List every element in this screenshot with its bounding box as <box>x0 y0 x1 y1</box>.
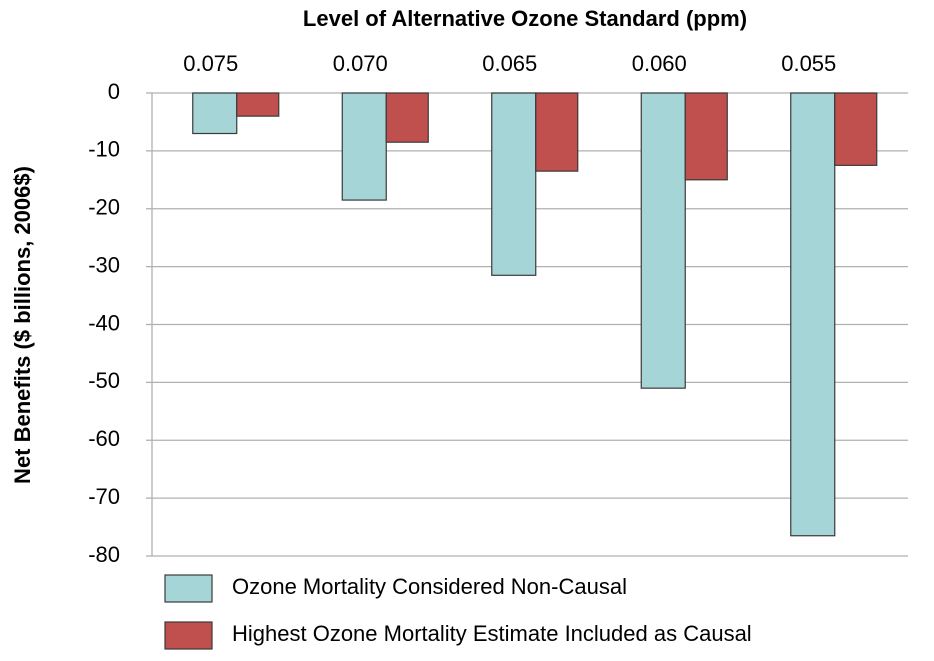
bar <box>535 92 579 172</box>
x-tick-label: 0.055 <box>781 51 836 76</box>
bar <box>236 92 280 117</box>
bar <box>341 92 387 201</box>
legend-swatch <box>164 621 213 650</box>
y-axis-label: Net Benefits ($ billions, 2006$) <box>10 166 35 484</box>
y-tick-label: -70 <box>88 484 120 509</box>
x-tick-label: 0.065 <box>482 51 537 76</box>
y-tick-label: -10 <box>88 137 120 162</box>
y-tick-label: -40 <box>88 310 120 335</box>
legend-label: Highest Ozone Mortality Estimate Include… <box>232 621 752 646</box>
y-tick-label: -30 <box>88 252 120 277</box>
legend-swatch <box>164 574 213 603</box>
bar <box>684 92 728 181</box>
legend-label: Ozone Mortality Considered Non-Causal <box>232 574 627 599</box>
bar <box>491 92 537 276</box>
bar <box>834 92 878 166</box>
x-tick-label: 0.070 <box>333 51 388 76</box>
bar <box>790 92 836 537</box>
x-tick-label: 0.075 <box>183 51 238 76</box>
y-tick-label: -50 <box>88 368 120 393</box>
y-tick-label: -60 <box>88 426 120 451</box>
bar <box>640 92 686 389</box>
y-tick-label: -20 <box>88 195 120 220</box>
y-tick-label: 0 <box>108 79 120 104</box>
y-tick-label: -80 <box>88 542 120 567</box>
bar <box>192 92 238 135</box>
x-tick-label: 0.060 <box>632 51 687 76</box>
chart-title: Level of Alternative Ozone Standard (ppm… <box>303 6 747 31</box>
bar <box>385 92 429 143</box>
